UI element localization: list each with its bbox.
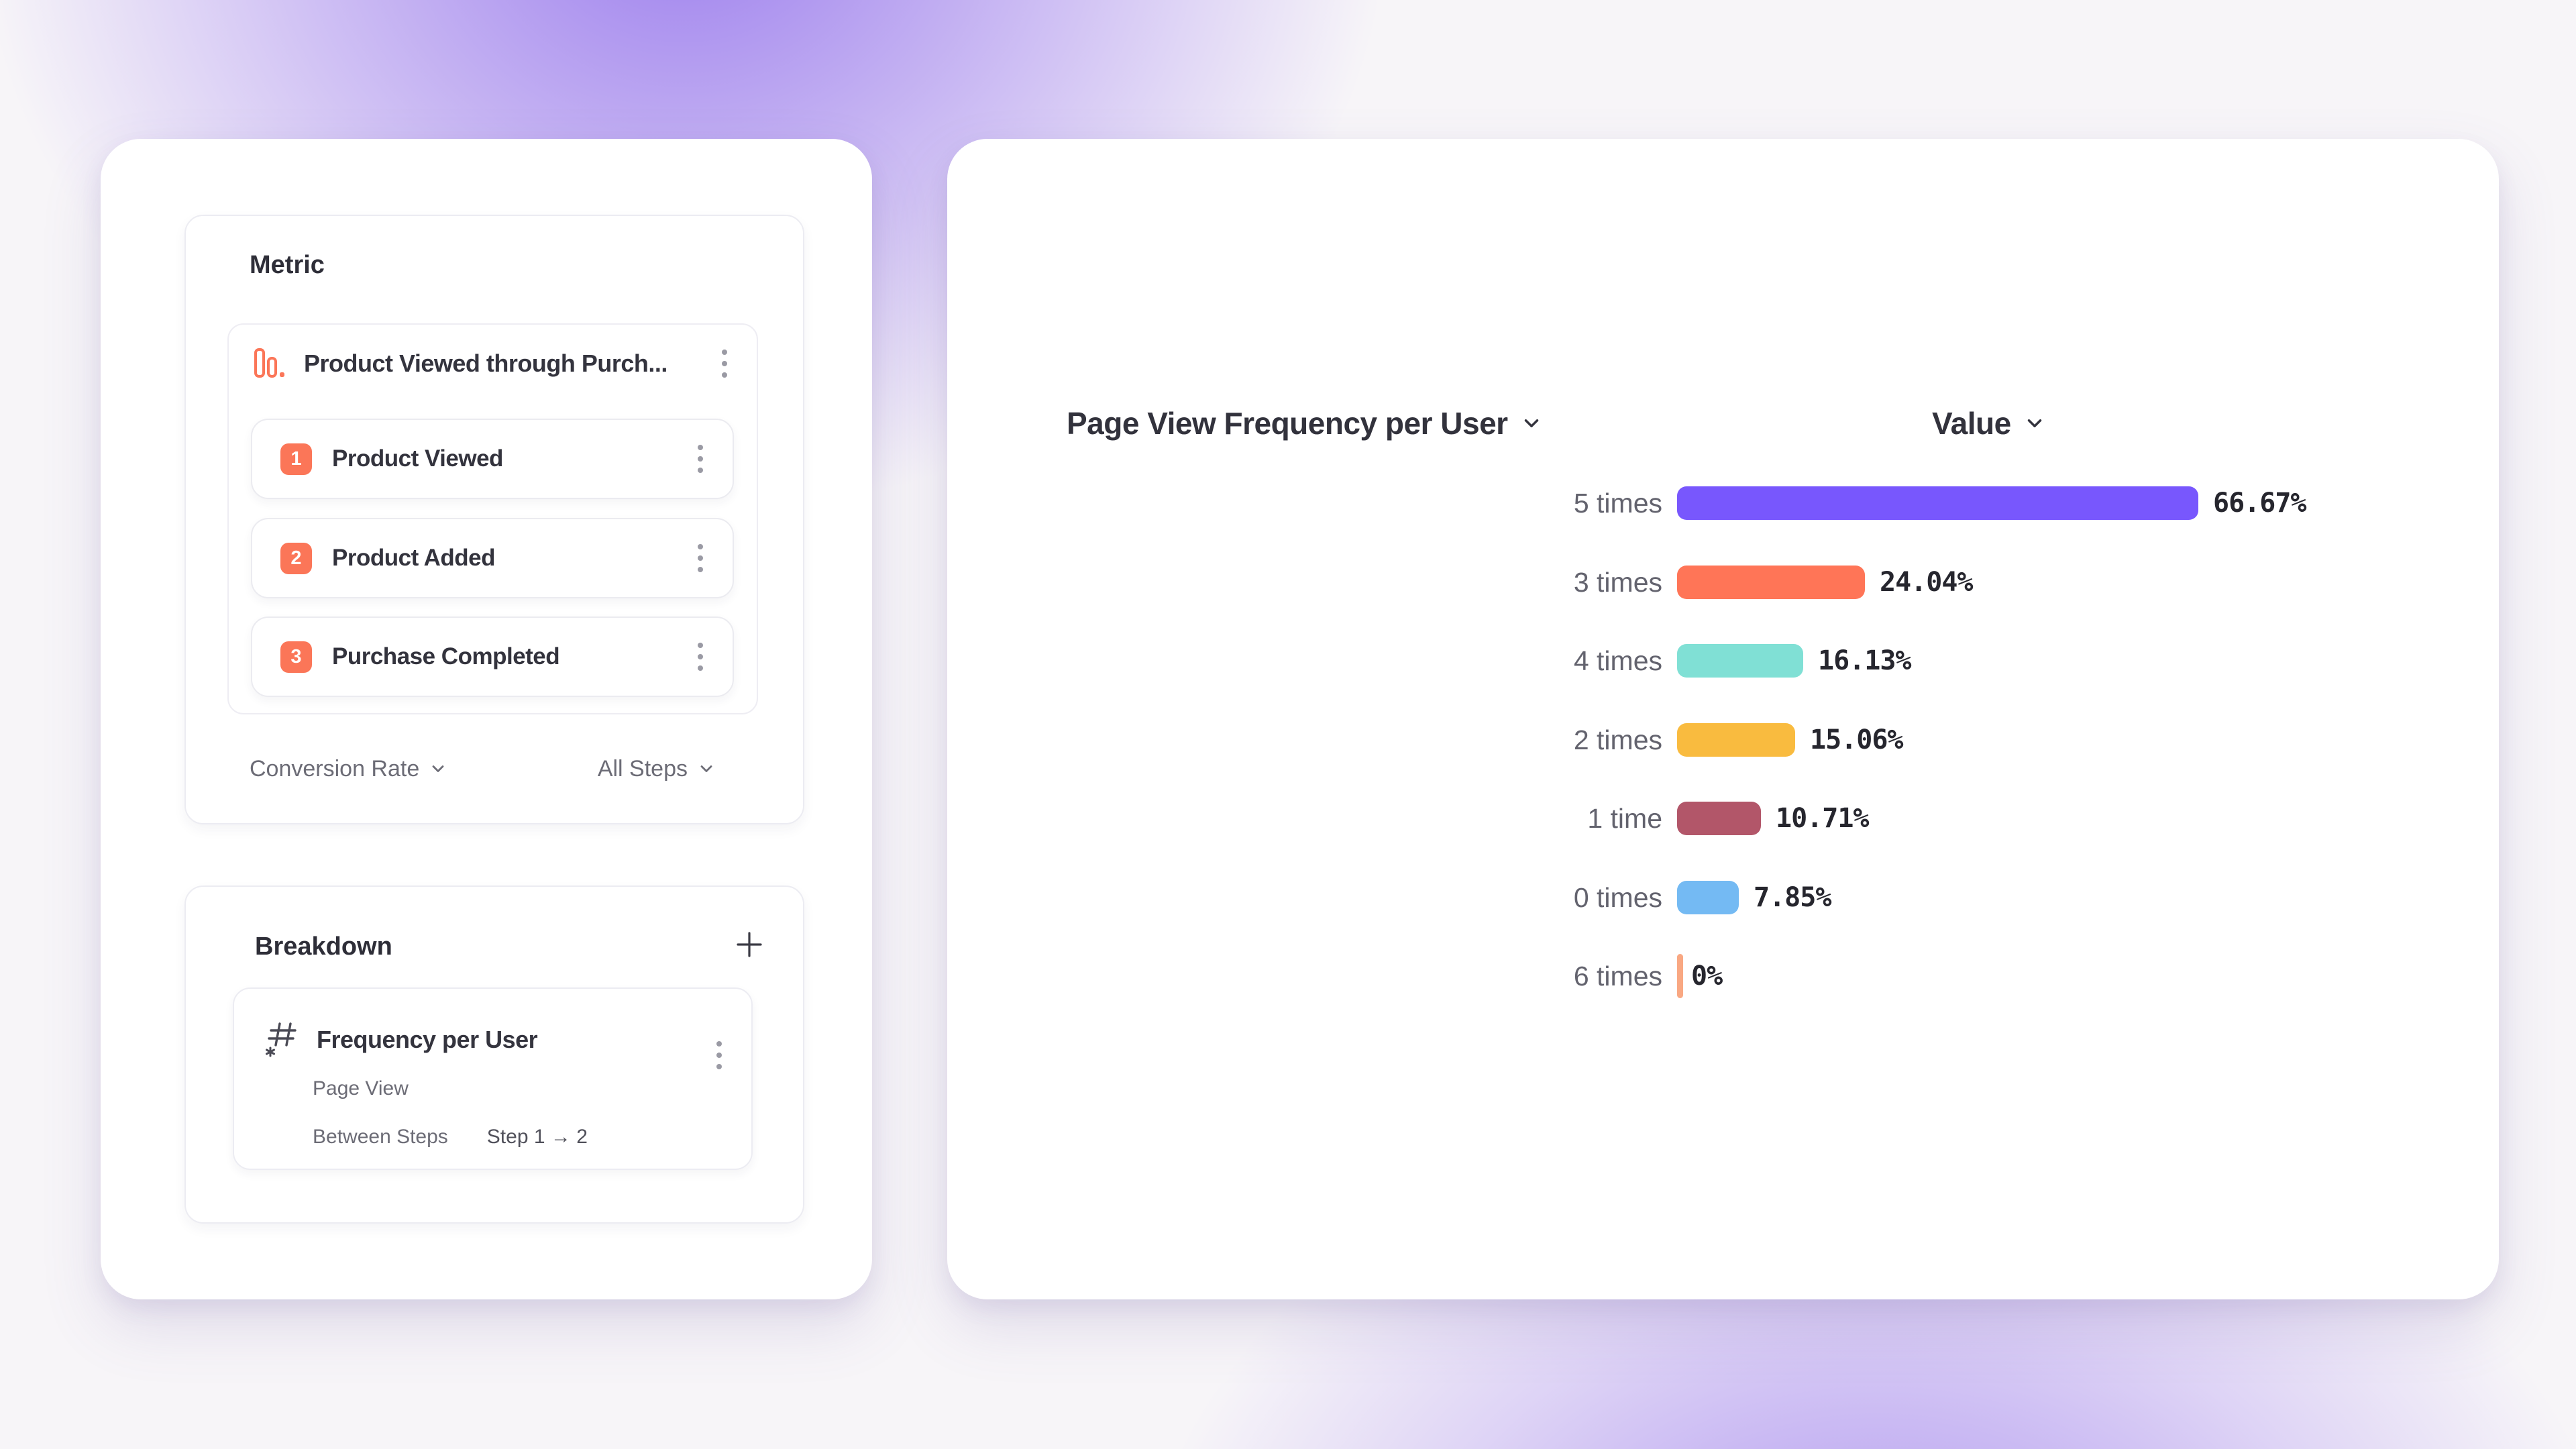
breakdown-item[interactable]: Frequency per User Page View Between Ste… [233,987,753,1170]
chart-bar[interactable] [1677,644,1803,678]
breakdown-event-label: Page View [313,1077,409,1099]
chart-breakdown-dropdown[interactable]: Page View Frequency per User [1067,402,1543,444]
all-steps-dropdown[interactable]: All Steps [598,756,716,782]
between-steps-value[interactable]: Step 1 → 2 [486,1126,588,1148]
breakdown-section: Breakdown Frequency per User [184,885,804,1224]
chart-row-label: 6 times [1573,960,1662,991]
funnel-metric-name: Product Viewed through Purch... [304,350,667,377]
chart-bar-value: 10.71% [1776,803,1869,834]
conversion-rate-label: Conversion Rate [250,755,420,782]
breakdown-item-name: Frequency per User [317,1025,538,1053]
chart-bar-value: 7.85% [1754,882,1831,913]
chevron-down-icon [700,765,712,772]
kebab-menu-icon[interactable] [698,544,703,572]
funnel-step-3[interactable]: 3 Purchase Completed [251,616,734,697]
conversion-rate-dropdown[interactable]: Conversion Rate [250,756,447,782]
query-builder-panel: Metric Product Viewed through Purch... 1 [101,139,872,1299]
step-label: Product Viewed [332,445,503,472]
chart-row: 3 times 24.04% [1375,543,1973,621]
funnel-metric-row[interactable]: Product Viewed through Purch... [229,325,757,402]
chart-breakdown-label: Page View Frequency per User [1067,406,1508,441]
chart-panel [947,139,2499,1299]
metric-footer: Conversion Rate All Steps [186,714,803,823]
step-number-badge: 2 [280,542,312,574]
chart-bar[interactable] [1677,954,1683,998]
funnel-bars-icon [253,347,286,380]
chart-bar[interactable] [1677,881,1739,914]
step-label: Product Added [332,545,496,571]
chart-row-label: 2 times [1573,724,1662,755]
chart-bar[interactable] [1677,802,1761,835]
chart-row: 0 times 7.85% [1375,859,1831,936]
chart-row: 4 times 16.13% [1375,622,1911,700]
step-label: Purchase Completed [332,643,560,669]
chart-bar[interactable] [1677,566,1865,599]
breakdown-section-title: Breakdown [255,932,392,961]
breakdown-between-row: Between Steps Step 1 → 2 [313,1126,588,1148]
funnel-step-2[interactable]: 2 Product Added [251,518,734,598]
chart-row: 2 times 15.06% [1375,701,1903,779]
chart-row-label: 0 times [1573,881,1662,913]
all-steps-label: All Steps [597,755,688,782]
funnel-step-1[interactable]: 1 Product Viewed [251,419,734,499]
chart-row-label: 3 times [1573,566,1662,598]
chevron-down-icon [2027,419,2041,427]
step-number-badge: 1 [280,443,312,475]
metric-section: Metric Product Viewed through Purch... 1 [184,215,804,824]
plus-icon[interactable] [735,930,764,959]
funnel-container: Product Viewed through Purch... 1 Produc… [227,323,758,714]
metric-section-title: Metric [250,251,325,279]
kebab-menu-icon[interactable] [716,1041,722,1069]
chart-row-label: 1 time [1587,802,1662,834]
numeric-hash-icon [264,1018,302,1061]
chart-row: 6 times 0% [1375,937,1723,1015]
chart-value-label: Value [1932,406,2011,441]
chart-row: 1 time 10.71% [1375,780,1869,857]
chart-row: 5 times 66.67% [1375,464,2306,542]
chart-bar-value: 66.67% [2213,488,2306,519]
kebab-menu-icon[interactable] [698,445,703,473]
between-steps-label: Between Steps [313,1126,448,1148]
chart-bar-value: 15.06% [1810,724,1903,755]
chevron-down-icon [432,765,444,772]
chart-bar-value: 0% [1691,961,1723,991]
chart-row-label: 5 times [1573,487,1662,519]
chart-bar[interactable] [1677,486,2198,520]
chart-bar[interactable] [1677,723,1795,757]
kebab-menu-icon[interactable] [722,350,727,378]
chart-row-label: 4 times [1573,645,1662,676]
chart-value-dropdown[interactable]: Value [1932,402,2046,444]
kebab-menu-icon[interactable] [698,643,703,671]
chevron-down-icon [1524,419,1538,427]
chart-bar-value: 24.04% [1880,567,1973,598]
chart-bar-value: 16.13% [1818,645,1911,676]
step-number-badge: 3 [280,641,312,673]
